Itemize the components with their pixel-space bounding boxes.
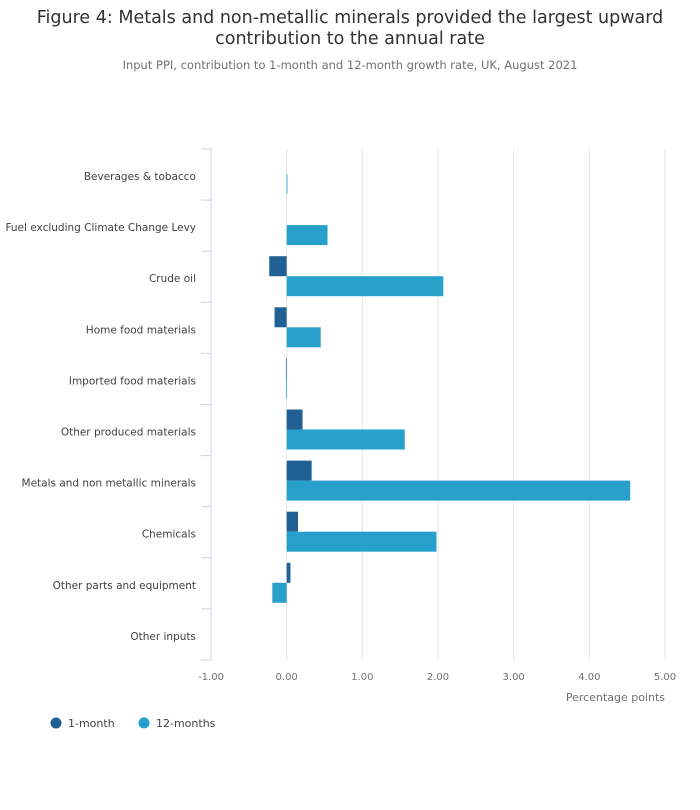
x-tick-label: -1.00 xyxy=(198,672,224,683)
chart-subtitle: Input PPI, contribution to 1-month and 1… xyxy=(122,58,578,72)
category-label: Other inputs xyxy=(130,631,196,643)
category-label: Imported food materials xyxy=(69,375,196,387)
legend-label[interactable]: 12-months xyxy=(156,717,216,730)
legend-marker[interactable] xyxy=(50,717,62,729)
x-tick-label: 3.00 xyxy=(503,672,525,683)
x-tick-label: 1.00 xyxy=(351,672,373,683)
category-label: Home food materials xyxy=(86,324,196,336)
category-label: Chemicals xyxy=(142,529,196,541)
bar-12-months xyxy=(272,582,287,603)
bar-12-months xyxy=(286,174,288,194)
bar-1-month xyxy=(286,511,299,532)
bar-1-month xyxy=(286,460,312,481)
bar-12-months xyxy=(285,378,287,399)
bar-12-months xyxy=(286,531,437,552)
bar-1-month xyxy=(286,562,291,583)
category-label: Fuel excluding Climate Change Levy xyxy=(5,222,196,234)
bar-1-month xyxy=(269,256,287,277)
bar-1-month xyxy=(286,409,303,430)
category-label: Other produced materials xyxy=(61,427,196,439)
category-label: Crude oil xyxy=(149,273,196,285)
bar-1-month xyxy=(285,358,287,379)
category-label: Beverages & tobacco xyxy=(84,171,196,183)
legend-marker[interactable] xyxy=(138,717,150,729)
chart-title: Figure 4: Metals and non-metallic minera… xyxy=(36,8,664,49)
bar-12-months xyxy=(286,225,328,246)
x-tick-label: 4.00 xyxy=(578,672,600,683)
x-tick-label: 5.00 xyxy=(654,672,676,683)
x-tick-label: 0.00 xyxy=(276,672,298,683)
x-axis-title: Percentage points xyxy=(566,691,665,704)
bar-12-months xyxy=(286,276,444,297)
bar-12-months xyxy=(286,480,631,501)
bar-12-months xyxy=(286,327,321,348)
category-label: Metals and non metallic minerals xyxy=(22,478,196,490)
category-label: Other parts and equipment xyxy=(53,580,196,592)
bar-1-month xyxy=(274,307,287,328)
bar-12-months xyxy=(286,429,405,450)
legend-label[interactable]: 1-month xyxy=(68,717,115,730)
x-tick-label: 2.00 xyxy=(427,672,449,683)
